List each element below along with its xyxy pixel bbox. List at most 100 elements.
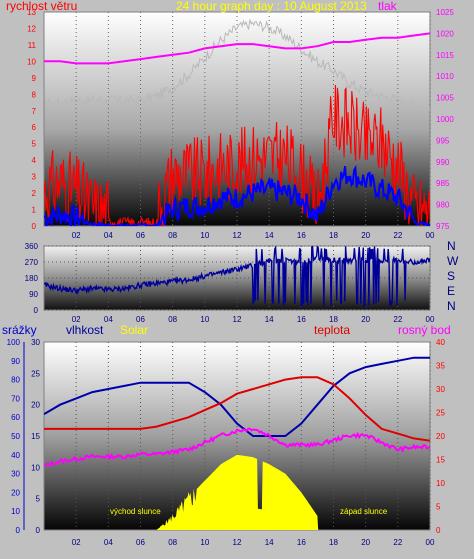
top-right-tick: 1025 [436,8,454,17]
pressure-label: tlak [378,0,398,13]
middle-x-tick: 10 [200,315,209,324]
rain-tick: 10 [11,507,20,516]
top-x-tick: 04 [104,231,113,240]
rain-label: srážky [2,323,37,337]
top-series-group [44,19,430,226]
bottom-left-tick: 25 [31,369,40,378]
top-left-tick: 1 [32,206,37,215]
top-left-tick: 10 [27,57,36,66]
bottom-right-tick: 0 [436,526,441,535]
top-x-tick: 22 [393,231,402,240]
top-left-tick: 3 [32,173,37,182]
top-left-tick: 0 [32,222,37,231]
middle-x-tick: 14 [265,315,274,324]
middle-left-tick: 270 [25,258,39,267]
humidity-line [44,356,430,437]
middle-left-tick: 90 [29,290,38,299]
middle-x-tick: 12 [233,315,242,324]
top-x-tick: 18 [329,231,338,240]
middle-x-tick: 04 [104,315,113,324]
bottom-right-tick: 10 [436,479,445,488]
bottom-x-tick: 00 [426,538,435,547]
rain-tick: 90 [11,357,20,366]
bottom-left-tick: 10 [31,463,40,472]
top-left-tick: 2 [32,189,37,198]
wind-pressure-chart: 02 04 06 08 10 12 14 16 18 20 22 00 012345678910111… [6,0,454,240]
bottom-right-tick: 15 [436,456,445,465]
bottom-left-tick: 30 [31,338,40,347]
sunrise-annotation: východ slunce [110,507,161,516]
bottom-x-tick: 16 [297,538,306,547]
solar-area [44,454,430,530]
middle-x-tick: 08 [168,315,177,324]
rain-tick: 80 [11,376,20,385]
rain-tick: 20 [11,488,20,497]
temperature-line [44,376,430,442]
bottom-x-tick: 08 [168,538,177,547]
compass-letter: S [447,269,455,283]
bottom-left-tick: 15 [31,432,40,441]
top-right-tick: 1020 [436,29,454,38]
bottom-left-tick: 20 [31,401,40,410]
top-x-tick: 08 [168,231,177,240]
middle-left-tick: 0 [34,306,39,315]
top-right-tick-labels: 975 980 985 990 995 1000 1005 1010 1015 1020 1025 [436,8,454,231]
top-x-tick: 00 [426,231,435,240]
middle-x-tick: 18 [329,315,338,324]
bottom-x-tick: 12 [233,538,242,547]
bottom-x-tick-labels: 02 04 06 08 10 12 14 16 18 20 22 00 [72,538,435,547]
rain-tick: 50 [11,432,20,441]
top-right-tick: 1005 [436,94,454,103]
middle-x-tick: 22 [393,315,402,324]
top-left-tick: 11 [28,41,37,50]
top-right-tick: 980 [436,201,450,210]
bottom-right-tick: 30 [436,385,445,394]
wind-speed-line [44,84,430,226]
bottom-right-tick: 40 [436,338,445,347]
chart-title: 24 hour graph day : 10 August 2013 [176,0,367,13]
top-x-tick: 16 [297,231,306,240]
rain-tick-labels: 0 10 20 30 40 50 60 70 80 90 100 [7,338,21,535]
dewpoint-label: rosný bod [398,323,451,337]
top-left-tick: 13 [27,8,36,17]
top-right-tick: 975 [436,222,450,231]
top-right-tick: 1015 [436,51,454,60]
middle-x-tick: 06 [136,315,145,324]
top-right-tick: 985 [436,179,450,188]
top-left-tick: 7 [32,107,37,116]
top-x-tick: 12 [233,231,242,240]
rain-tick: 40 [11,451,20,460]
middle-x-tick: 20 [361,315,370,324]
compass-letter: N [447,299,456,313]
bottom-x-tick: 10 [200,538,209,547]
pressure-line [44,32,430,65]
top-x-tick: 10 [200,231,209,240]
compass-letter: W [447,254,459,268]
rain-tick: 60 [11,413,20,422]
compass-letter: E [447,284,455,298]
top-left-tick: 9 [32,74,37,83]
wind-direction-line [44,246,430,308]
middle-left-tick-labels: 0 90 180 270 360 [25,242,39,315]
bottom-right-tick: 35 [436,362,445,371]
rain-tick: 0 [16,526,21,535]
bottom-x-tick: 04 [104,538,113,547]
bottom-right-tick-labels: 0 5 10 15 20 25 30 35 40 [436,338,445,535]
bottom-x-tick: 20 [361,538,370,547]
bottom-left-tick: 0 [36,526,41,535]
compass-letter: N [447,239,456,253]
wind-average-line [44,164,430,226]
top-left-tick: 8 [32,90,37,99]
top-x-tick: 06 [136,231,145,240]
rain-tick: 30 [11,470,20,479]
bottom-right-tick: 25 [436,409,445,418]
top-right-tick: 1010 [436,72,454,81]
bottom-x-tick: 22 [393,538,402,547]
rain-tick: 70 [11,394,20,403]
grey-trend-line [44,19,430,114]
wind-speed-label: rychlost větru [6,0,77,13]
top-right-tick: 1000 [436,115,454,124]
top-x-tick: 20 [361,231,370,240]
rain-tick: 100 [7,338,21,347]
